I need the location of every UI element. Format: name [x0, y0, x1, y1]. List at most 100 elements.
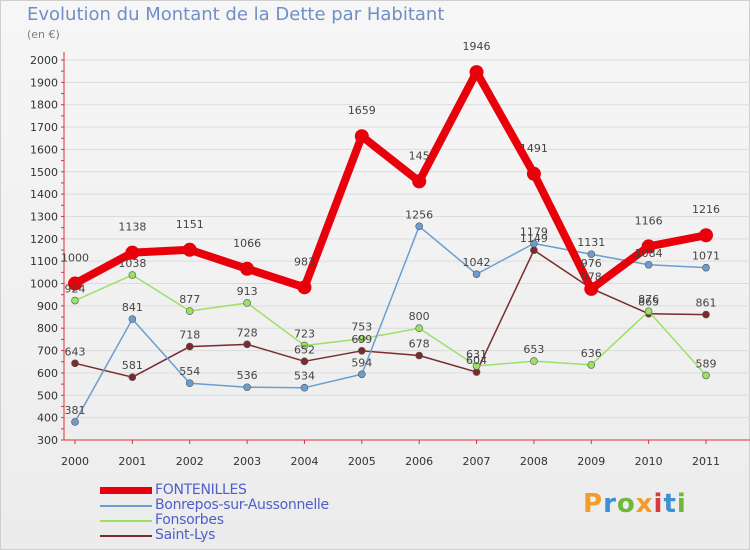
data-label: 753 — [351, 321, 372, 334]
x-tick-label: 2001 — [118, 455, 146, 468]
data-label: 976 — [581, 257, 602, 270]
data-point — [125, 245, 140, 260]
data-point — [240, 261, 255, 276]
legend-swatch-bonrepos — [100, 505, 152, 507]
data-point — [300, 341, 309, 350]
data-point — [469, 65, 484, 80]
legend-label-bonrepos: Bonrepos-sur-Aussonnelle — [155, 497, 329, 513]
data-label: 718 — [179, 329, 200, 342]
legend-swatch-fonsorbes — [100, 520, 152, 522]
data-label: 1084 — [635, 247, 663, 260]
data-point — [415, 324, 423, 333]
series-line-3 — [74, 249, 707, 378]
y-tick-label: 1200 — [30, 233, 58, 246]
x-tick-label: 2006 — [405, 455, 433, 468]
logo-letter: x — [635, 489, 654, 519]
y-tick-label: 1900 — [30, 76, 58, 89]
data-point — [530, 246, 538, 255]
data-label: 983 — [294, 255, 315, 268]
data-label: 1166 — [635, 214, 663, 227]
data-point — [587, 361, 596, 369]
data-label: 1659 — [348, 104, 376, 117]
logo-letter: i — [676, 489, 687, 519]
legend-label-saint-lys: Saint-Lys — [155, 527, 216, 543]
data-point — [71, 296, 79, 305]
data-point — [584, 281, 599, 296]
data-point — [530, 357, 538, 365]
data-label: 913 — [237, 285, 258, 298]
data-label: 536 — [237, 369, 258, 382]
y-tick-label: 1800 — [30, 99, 58, 112]
y-tick-label: 800 — [37, 322, 58, 335]
data-label: 145 — [409, 149, 430, 162]
x-tick-label: 2003 — [233, 455, 261, 468]
legend-item-bonrepos: Bonrepos-sur-Aussonnelle — [100, 497, 400, 514]
data-label: 728 — [237, 326, 258, 339]
y-tick-label: 900 — [37, 300, 58, 313]
x-tick-label: 2004 — [290, 455, 318, 468]
data-label: 800 — [409, 310, 430, 323]
logo-letter: o — [616, 489, 636, 519]
data-label: 1946 — [463, 40, 491, 53]
data-point — [644, 307, 653, 316]
data-point — [702, 371, 710, 380]
data-label: 653 — [523, 343, 544, 356]
x-tick-label: 2005 — [348, 455, 376, 468]
y-tick-label: 1100 — [30, 255, 58, 268]
data-label: 877 — [179, 293, 200, 306]
y-tick-label: 1600 — [30, 143, 58, 156]
data-label: 652 — [294, 343, 315, 356]
data-point — [185, 342, 194, 351]
data-point — [415, 351, 423, 360]
data-label: 604 — [466, 354, 487, 367]
y-tick-label: 600 — [37, 367, 58, 380]
data-label: 1179 — [520, 226, 548, 239]
data-point — [185, 307, 194, 315]
data-label: 631 — [466, 348, 487, 361]
data-point — [358, 347, 366, 355]
legend-item-fonsorbes: Fonsorbes — [100, 512, 400, 529]
data-point — [587, 250, 596, 259]
data-point — [128, 373, 137, 381]
data-label: 1042 — [463, 256, 491, 269]
y-tick-label: 500 — [37, 389, 58, 402]
data-point — [415, 222, 423, 231]
data-point — [358, 370, 366, 379]
y-tick-label: 400 — [37, 412, 58, 425]
legend-swatch-fontenilles — [100, 487, 152, 494]
data-point — [182, 242, 197, 257]
x-tick-label: 2010 — [635, 455, 663, 468]
data-label: 861 — [696, 297, 717, 310]
data-label: 1000 — [61, 252, 89, 265]
chart-title: Evolution du Montant de la Dette par Hab… — [27, 4, 445, 25]
data-point — [297, 280, 312, 295]
y-tick-label: 700 — [37, 345, 58, 358]
data-point — [243, 299, 251, 307]
data-point — [699, 228, 713, 243]
data-label: 554 — [179, 365, 200, 378]
y-tick-label: 300 — [37, 434, 58, 447]
data-point — [71, 359, 79, 368]
data-point — [71, 418, 79, 426]
data-label: 865 — [638, 296, 659, 309]
proxiti-logo: Proxiti — [583, 489, 687, 519]
data-point — [243, 340, 251, 349]
chart-subtitle: (en €) — [27, 28, 60, 41]
x-tick-label: 2008 — [520, 455, 548, 468]
logo-letter: t — [663, 489, 677, 519]
data-label: 1131 — [577, 236, 605, 249]
data-label: 978 — [581, 270, 602, 283]
data-label: 1151 — [176, 218, 204, 231]
x-tick-label: 2002 — [176, 455, 204, 468]
data-label: 381 — [65, 404, 86, 417]
data-label: 699 — [351, 333, 372, 346]
data-point — [702, 310, 710, 319]
legend-item-fontenilles: FONTENILLES — [100, 482, 400, 499]
y-tick-label: 1500 — [30, 166, 58, 179]
y-tick-label: 2000 — [30, 54, 58, 67]
data-label: 723 — [294, 327, 315, 340]
data-point — [68, 276, 82, 291]
data-label: 534 — [294, 370, 315, 383]
logo-letter: P — [583, 489, 604, 519]
